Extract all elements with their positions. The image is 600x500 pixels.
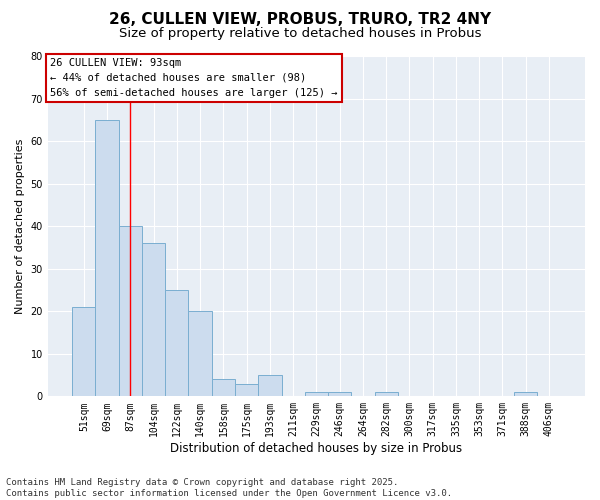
Bar xyxy=(95,120,119,396)
Bar xyxy=(188,312,212,396)
Bar xyxy=(374,392,398,396)
Text: Size of property relative to detached houses in Probus: Size of property relative to detached ho… xyxy=(119,28,481,40)
Text: Contains HM Land Registry data © Crown copyright and database right 2025.
Contai: Contains HM Land Registry data © Crown c… xyxy=(6,478,452,498)
Text: 26, CULLEN VIEW, PROBUS, TRURO, TR2 4NY: 26, CULLEN VIEW, PROBUS, TRURO, TR2 4NY xyxy=(109,12,491,28)
Bar xyxy=(119,226,142,396)
Bar xyxy=(514,392,538,396)
Bar xyxy=(212,380,235,396)
Text: 26 CULLEN VIEW: 93sqm
← 44% of detached houses are smaller (98)
56% of semi-deta: 26 CULLEN VIEW: 93sqm ← 44% of detached … xyxy=(50,58,338,98)
X-axis label: Distribution of detached houses by size in Probus: Distribution of detached houses by size … xyxy=(170,442,463,455)
Bar xyxy=(235,384,258,396)
Bar xyxy=(305,392,328,396)
Bar xyxy=(328,392,351,396)
Bar xyxy=(258,375,281,396)
Bar xyxy=(142,244,165,396)
Bar xyxy=(72,307,95,396)
Bar xyxy=(165,290,188,397)
Y-axis label: Number of detached properties: Number of detached properties xyxy=(15,138,25,314)
